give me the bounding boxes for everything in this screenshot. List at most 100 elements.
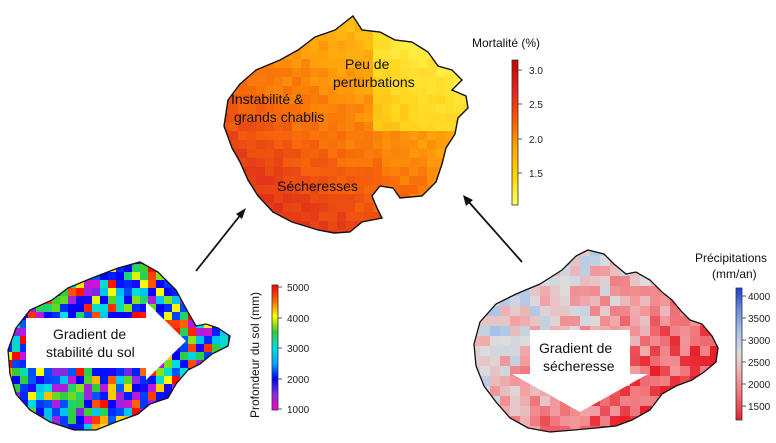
mortality-cell [319, 212, 329, 222]
mortality-cell [427, 158, 437, 168]
mortality-cell [310, 113, 320, 123]
mortality-cell [328, 203, 338, 213]
mortality-cell [400, 203, 410, 213]
precipitation-cell [640, 376, 651, 387]
soil-depth-cell [52, 272, 61, 281]
mortality-cell [346, 16, 356, 24]
mortality-cell [409, 221, 419, 231]
soil-depth-cell [60, 262, 69, 265]
mortality-cell [463, 23, 468, 33]
precipitation-cell [710, 416, 718, 427]
mortality-cell [409, 41, 419, 51]
soil-depth-cell [148, 272, 157, 281]
mortality-cell [229, 41, 239, 51]
soil-depth-cell [60, 304, 69, 313]
mortality-cell [283, 86, 293, 96]
mortality-cell [274, 59, 284, 69]
soil-depth-cell [164, 424, 173, 430]
soil-depth-cell [132, 408, 141, 417]
mortality-cell [436, 158, 446, 168]
precipitation-cell [570, 286, 581, 297]
soil-depth-cell [212, 368, 221, 377]
precipitation-cell [520, 336, 531, 347]
soil-depth-cell [156, 262, 165, 265]
mortality-cell [247, 194, 257, 204]
mortality-cell [337, 23, 347, 33]
precipitation-cell [474, 356, 481, 367]
mortality-cell [292, 158, 302, 168]
soil-depth-cell [228, 376, 230, 385]
mortality-cell [391, 185, 401, 195]
soil-depth-cell [20, 392, 29, 401]
precipitation-cell [670, 386, 681, 397]
precipitation-cell [540, 286, 551, 297]
precipitation-cell [480, 296, 491, 307]
soil-depth-cell [68, 262, 77, 265]
soil-depth-cell [172, 264, 181, 273]
mortality-cell [283, 23, 293, 33]
mortality-cell [328, 140, 338, 150]
mortality-cell [418, 176, 428, 186]
mortality-cell [238, 221, 248, 231]
precipitation-cell [474, 276, 481, 287]
mortality-cell [238, 140, 248, 150]
precipitation-cell [560, 250, 571, 257]
soil-depth-cell [52, 262, 61, 265]
soil-depth-cell [8, 384, 13, 393]
precipitation-cell [720, 396, 731, 407]
soil-depth-cell [148, 408, 157, 417]
mortality-cell [436, 221, 446, 231]
mortality-cell [292, 131, 302, 141]
mortality-cell [454, 185, 464, 195]
mortality-cell [292, 167, 302, 177]
soil-depth-cell [92, 280, 101, 289]
mortality-cell [364, 86, 374, 96]
mortality-cell [265, 32, 275, 42]
mortality-cell [265, 113, 275, 123]
precipitation-cell [550, 426, 561, 432]
mortality-cell [283, 158, 293, 168]
mortality-cell [328, 86, 338, 96]
soil-depth-cell [20, 408, 29, 417]
soil-depth-cell [100, 376, 109, 385]
soil-depth-cell [204, 376, 213, 385]
soil-depth-cell [124, 408, 133, 417]
mortality-cell [328, 77, 338, 87]
soil-depth-cell [52, 376, 61, 385]
soil-depth-cell [140, 400, 149, 409]
soil-depth-cell [100, 400, 109, 409]
mortality-cell [310, 203, 320, 213]
mortality-cell [337, 176, 347, 186]
mortality-cell [337, 95, 347, 105]
mortality-cell [409, 140, 419, 150]
soil-depth-cell [60, 264, 69, 273]
soil-depth-cell [156, 280, 165, 289]
mortality-cell [283, 95, 293, 105]
precip-tick-1500: 1500 [748, 402, 771, 413]
mortality-cell [292, 50, 302, 60]
precipitation-cell [530, 426, 541, 432]
mortality-cell [301, 131, 311, 141]
mortality-cell [436, 131, 446, 141]
soil-depth-cell [20, 376, 29, 385]
soil-depth-cell [212, 288, 221, 297]
mortality-cell [355, 230, 365, 233]
mortality-cell [382, 176, 392, 186]
precipitation-cell [550, 416, 561, 427]
mortality-cell [355, 41, 365, 51]
mortality-cell [301, 41, 311, 51]
soil-depth-cell [100, 432, 109, 441]
mortality-cell [328, 59, 338, 69]
mortality-cell [409, 212, 419, 222]
mortality-cell [463, 68, 468, 78]
precipitation-cell [610, 296, 621, 307]
mortality-cell [436, 203, 446, 213]
mortality-cell [328, 131, 338, 141]
mortality-cell [310, 23, 320, 33]
mortality-cell [229, 68, 239, 78]
mortality-cell [238, 86, 248, 96]
mortality-cell [229, 122, 239, 132]
mortality-cell [319, 68, 329, 78]
mortality-cell [328, 185, 338, 195]
mortality-cell [256, 122, 266, 132]
